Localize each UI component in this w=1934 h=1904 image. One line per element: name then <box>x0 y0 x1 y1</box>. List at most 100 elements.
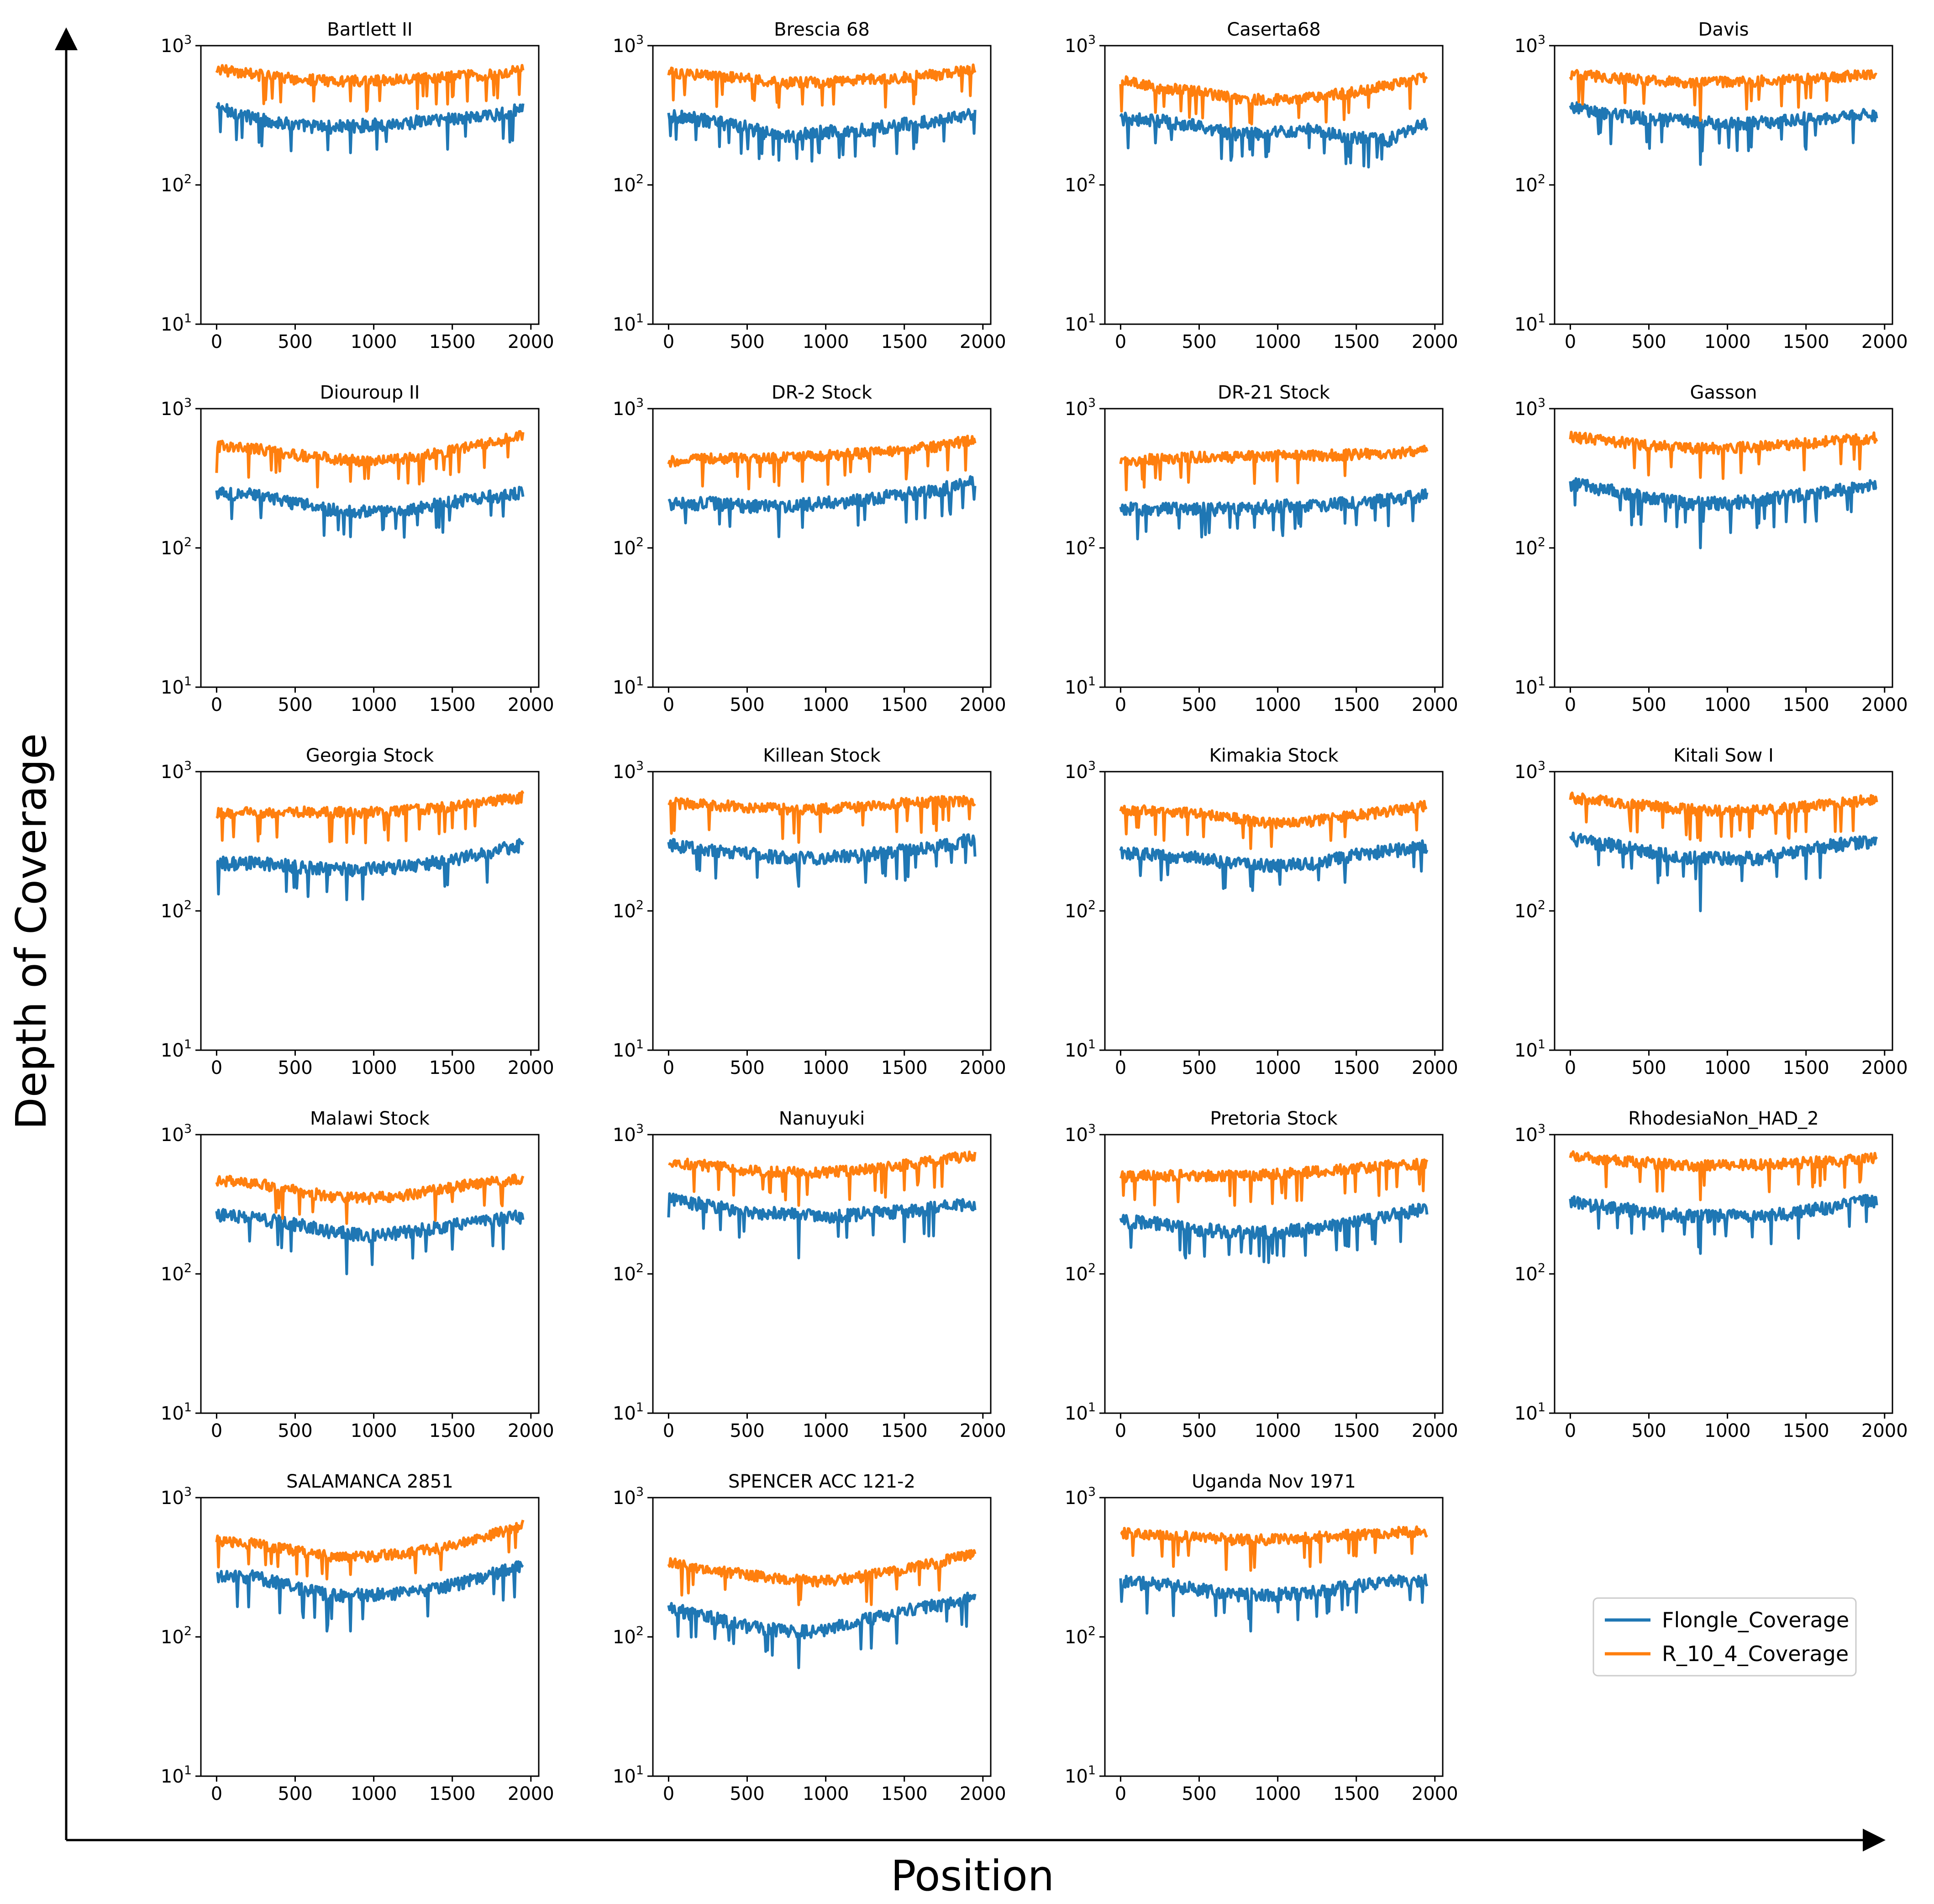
y-tick-label: 103 <box>1065 759 1096 783</box>
y-tick-exponent: 2 <box>1088 535 1096 549</box>
x-tick-label: 2000 <box>1861 694 1908 715</box>
x-tick-label: 1500 <box>429 331 476 352</box>
x-tick-label: 0 <box>211 694 222 715</box>
panel-title: Davis <box>1698 19 1749 40</box>
x-tick-label: 2000 <box>1412 1057 1458 1078</box>
x-tick-label: 2000 <box>960 1420 1006 1441</box>
y-tick-label: 101 <box>613 1037 644 1061</box>
series-line-r104 <box>1569 1150 1878 1201</box>
y-tick-exponent: 2 <box>1538 898 1545 912</box>
x-tick-label: 1500 <box>429 1783 476 1804</box>
y-tick-label: 103 <box>161 759 192 783</box>
y-tick-label: 102 <box>1065 535 1096 559</box>
x-tick-label: 500 <box>278 1057 312 1078</box>
x-tick-label: 1500 <box>429 694 476 715</box>
x-tick-label: 0 <box>1115 1783 1126 1804</box>
series-line-r104 <box>1119 444 1429 492</box>
x-tick-label: 0 <box>1115 1420 1126 1441</box>
x-tick-label: 500 <box>278 1783 312 1804</box>
panel-title: Uganda Nov 1971 <box>1192 1471 1356 1492</box>
legend-frame <box>1592 1597 1857 1677</box>
y-tick-label: 102 <box>161 898 192 922</box>
legend-label-flongle: Flongle_Coverage <box>1662 1608 1849 1632</box>
series-line-flongle <box>216 1560 524 1633</box>
panel-title: DR-21 Stock <box>1218 382 1330 403</box>
y-tick-exponent: 1 <box>184 1400 192 1415</box>
x-tick-label: 1000 <box>803 1420 849 1441</box>
series-line-r104 <box>215 64 525 113</box>
x-tick-label: 500 <box>1182 1057 1216 1078</box>
series-line-r104 <box>1119 799 1428 850</box>
y-tick-label: 101 <box>161 1763 192 1787</box>
y-tick-exponent: 3 <box>184 396 192 410</box>
series-line-r104 <box>1569 791 1878 842</box>
series-line-r104 <box>667 435 977 490</box>
y-tick-exponent: 2 <box>1538 535 1545 549</box>
y-tick-exponent: 2 <box>184 1624 192 1638</box>
series-line-flongle <box>667 833 977 888</box>
x-tick-label: 2000 <box>508 331 554 352</box>
x-tick-label: 2000 <box>508 1420 554 1441</box>
y-tick-exponent: 3 <box>1538 759 1545 773</box>
x-tick-label: 2000 <box>508 694 554 715</box>
series-line-flongle <box>1119 488 1429 541</box>
y-tick-exponent: 1 <box>184 311 192 326</box>
y-tick-exponent: 1 <box>184 1763 192 1778</box>
panel-frame <box>652 1497 992 1777</box>
x-tick-label: 1000 <box>1704 331 1751 352</box>
panel-title: Gasson <box>1690 382 1757 403</box>
y-tick-label: 101 <box>613 674 644 698</box>
x-tick-label: 2000 <box>960 694 1006 715</box>
series-line-r104 <box>667 63 977 109</box>
panel: Uganda Nov 1971 0 500 1000 1500 2000 101 102 103 <box>1065 1471 1458 1804</box>
x-tick-label: 2000 <box>508 1057 554 1078</box>
x-tick-label: 2000 <box>960 1783 1006 1804</box>
y-tick-exponent: 1 <box>1538 1037 1545 1052</box>
series-line-flongle <box>215 1208 525 1275</box>
y-tick-label: 103 <box>161 33 192 57</box>
y-tick-exponent: 1 <box>184 674 192 689</box>
y-tick-label: 102 <box>161 1624 192 1648</box>
series-line-r104 <box>668 1150 977 1207</box>
y-tick-label: 101 <box>1514 1037 1545 1061</box>
x-tick-label: 1500 <box>1783 331 1829 352</box>
y-tick-exponent: 2 <box>1538 172 1545 186</box>
y-tick-exponent: 3 <box>1088 33 1096 47</box>
x-tick-label: 500 <box>730 694 764 715</box>
y-tick-label: 101 <box>1065 1763 1096 1787</box>
series-line-flongle <box>1569 101 1878 166</box>
x-tick-label: 500 <box>730 1783 764 1804</box>
y-tick-exponent: 1 <box>1538 1400 1545 1415</box>
x-tick-label: 1500 <box>429 1057 476 1078</box>
y-tick-label: 101 <box>161 1400 192 1424</box>
y-tick-label: 101 <box>161 311 192 335</box>
series-line-flongle <box>1119 839 1429 892</box>
y-tick-label: 102 <box>1065 1261 1096 1285</box>
y-tick-label: 101 <box>1514 1400 1545 1424</box>
x-tick-label: 0 <box>1565 1057 1576 1078</box>
series-line-flongle <box>215 485 525 539</box>
y-tick-exponent: 1 <box>1538 311 1545 326</box>
panel: DR-21 Stock 0 500 1000 1500 2000 101 102 103 <box>1065 382 1458 715</box>
panel-title: RhodesiaNon_HAD_2 <box>1628 1108 1819 1129</box>
y-tick-exponent: 1 <box>1538 674 1545 689</box>
y-tick-exponent: 3 <box>184 759 192 773</box>
panel: Gasson 0 500 1000 1500 2000 101 102 103 <box>1514 382 1908 715</box>
x-tick-label: 0 <box>1565 1420 1576 1441</box>
panel-title: Killean Stock <box>763 745 881 766</box>
panel: RhodesiaNon_HAD_2 0 500 1000 1500 2000 101 102 1… <box>1514 1108 1908 1441</box>
x-tick-label: 1000 <box>1255 1057 1301 1078</box>
x-tick-label: 1500 <box>1333 331 1380 352</box>
y-tick-label: 102 <box>161 172 192 196</box>
x-tick-label: 0 <box>211 1783 222 1804</box>
y-tick-exponent: 1 <box>1088 1037 1096 1052</box>
y-tick-exponent: 3 <box>1088 759 1096 773</box>
panel: Brescia 68 0 500 1000 1500 2000 101 102 103 <box>613 19 1006 352</box>
y-tick-exponent: 3 <box>184 33 192 47</box>
y-tick-label: 101 <box>1514 674 1545 698</box>
series-line-flongle <box>1119 1203 1429 1264</box>
series-line-r104 <box>215 1520 525 1581</box>
series-line-r104 <box>1569 431 1878 480</box>
y-tick-label: 101 <box>613 1763 644 1787</box>
panel-title: Brescia 68 <box>774 19 870 40</box>
